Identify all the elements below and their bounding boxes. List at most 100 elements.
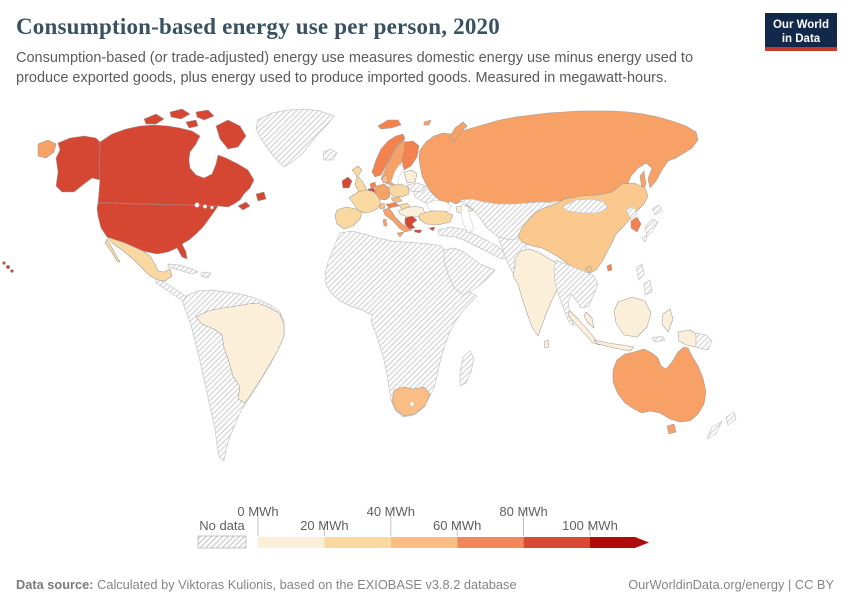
region-tasmania[interactable] bbox=[666, 423, 677, 435]
region-south-africa[interactable] bbox=[391, 386, 431, 417]
region-iceland[interactable] bbox=[322, 148, 338, 161]
chart-title: Consumption-based energy use per person,… bbox=[16, 14, 500, 39]
owid-logo[interactable]: Our World in Data bbox=[765, 13, 837, 51]
legend-tick-20: 20 MWh bbox=[300, 518, 348, 533]
region-france[interactable] bbox=[348, 189, 382, 214]
region-greece[interactable] bbox=[404, 215, 418, 230]
region-arabian-peninsula[interactable] bbox=[443, 247, 496, 296]
region-newfoundland[interactable] bbox=[255, 191, 267, 202]
region-czechia[interactable] bbox=[390, 196, 403, 204]
legend-bin-0-20[interactable] bbox=[258, 537, 325, 548]
region-arctic-island[interactable] bbox=[169, 108, 191, 120]
region-hawaii[interactable] bbox=[5, 264, 11, 270]
chart-header: Consumption-based energy use per person,… bbox=[16, 14, 756, 88]
region-sri-lanka[interactable] bbox=[543, 339, 550, 349]
region-novaya-zemlya[interactable] bbox=[448, 121, 468, 143]
region-sakhalin[interactable] bbox=[639, 170, 647, 191]
legend-tick-0: 0 MWh bbox=[237, 504, 278, 519]
region-hawaii[interactable] bbox=[2, 261, 6, 265]
region-finland[interactable] bbox=[401, 140, 420, 171]
region-cyprus[interactable] bbox=[428, 226, 436, 232]
region-spain-portugal[interactable] bbox=[334, 206, 363, 230]
region-madagascar[interactable] bbox=[459, 350, 475, 387]
caspian-sea bbox=[460, 203, 475, 234]
region-timor[interactable] bbox=[651, 335, 666, 343]
region-crete[interactable] bbox=[413, 229, 423, 234]
region-japan[interactable] bbox=[644, 218, 659, 237]
region-sardinia[interactable] bbox=[382, 218, 388, 227]
region-nova-scotia[interactable] bbox=[237, 201, 251, 211]
legend-tick-100: 100 MWh bbox=[562, 518, 618, 533]
data-source-label: Data source: bbox=[16, 577, 94, 592]
legend-bin-60-80[interactable] bbox=[457, 537, 524, 548]
region-baja-california[interactable] bbox=[104, 238, 121, 263]
legend-no-data-label: No data bbox=[199, 518, 245, 533]
region-greenland[interactable] bbox=[255, 108, 335, 168]
region-philippines[interactable] bbox=[643, 279, 653, 296]
region-denmark[interactable] bbox=[381, 174, 389, 184]
region-australia[interactable] bbox=[612, 346, 707, 423]
region-papua-new-guinea[interactable] bbox=[695, 332, 713, 351]
region-java[interactable] bbox=[593, 339, 635, 352]
region-china[interactable] bbox=[517, 182, 649, 275]
region-mongolia[interactable] bbox=[561, 198, 609, 214]
region-norway[interactable] bbox=[371, 133, 406, 178]
region-sicily[interactable] bbox=[396, 231, 405, 238]
region-sumatra[interactable] bbox=[567, 310, 601, 346]
region-japan[interactable] bbox=[641, 235, 648, 243]
region-new-zealand[interactable] bbox=[725, 411, 737, 426]
region-arctic-island[interactable] bbox=[185, 119, 199, 129]
data-source-text: Data source: Calculated by Viktoras Kuli… bbox=[16, 577, 517, 592]
region-austria[interactable] bbox=[385, 202, 400, 209]
region-switzerland[interactable] bbox=[378, 202, 386, 210]
region-philippines[interactable] bbox=[635, 263, 645, 281]
region-russia[interactable] bbox=[418, 110, 699, 207]
region-cuba[interactable] bbox=[167, 263, 199, 275]
legend-bin-100-plus[interactable] bbox=[590, 537, 649, 548]
region-netherlands[interactable] bbox=[369, 181, 377, 189]
region-poland[interactable] bbox=[387, 183, 410, 198]
region-baltic-states[interactable] bbox=[403, 169, 418, 184]
region-hainan[interactable] bbox=[585, 265, 593, 274]
region-south-korea[interactable] bbox=[630, 216, 642, 233]
region-japan[interactable] bbox=[651, 204, 663, 216]
region-mainland-southeast-asia[interactable] bbox=[553, 259, 599, 327]
region-africa[interactable] bbox=[324, 230, 478, 418]
region-borneo[interactable] bbox=[613, 296, 652, 338]
region-sulawesi[interactable] bbox=[661, 308, 674, 333]
region-turkey[interactable] bbox=[418, 210, 454, 226]
region-malaysia[interactable] bbox=[583, 311, 595, 329]
legend-tick-60: 60 MWh bbox=[433, 518, 481, 533]
region-arctic-island[interactable] bbox=[195, 109, 215, 121]
region-belarus[interactable] bbox=[406, 182, 427, 193]
legend-bin-80-100[interactable] bbox=[523, 537, 590, 548]
great-lakes bbox=[194, 202, 200, 208]
region-hispaniola[interactable] bbox=[200, 271, 212, 279]
region-brazil[interactable] bbox=[195, 302, 285, 404]
region-central-america[interactable] bbox=[155, 277, 187, 302]
region-baffin-island[interactable] bbox=[215, 119, 247, 150]
legend-no-data-swatch[interactable] bbox=[197, 535, 247, 549]
region-taiwan[interactable] bbox=[606, 263, 613, 272]
black-sea bbox=[425, 199, 453, 213]
region-arctic-island[interactable] bbox=[143, 113, 165, 125]
owid-logo-line1: Our World bbox=[772, 19, 829, 31]
legend-bin-40-60[interactable] bbox=[390, 537, 458, 548]
region-hawaii[interactable] bbox=[10, 269, 14, 273]
region-ireland[interactable] bbox=[341, 176, 353, 189]
region-united-states[interactable] bbox=[96, 202, 219, 260]
region-mexico[interactable] bbox=[106, 236, 173, 282]
region-west-papua[interactable] bbox=[677, 329, 697, 348]
legend-tick-40: 40 MWh bbox=[367, 504, 415, 519]
legend-bin-20-40[interactable] bbox=[324, 537, 391, 548]
region-germany[interactable] bbox=[374, 183, 391, 201]
region-north-korea[interactable] bbox=[625, 205, 638, 220]
legend-tick-80: 80 MWh bbox=[499, 504, 547, 519]
region-alaska[interactable] bbox=[55, 135, 101, 193]
owid-credit-link[interactable]: OurWorldinData.org/energy | CC BY bbox=[628, 577, 834, 592]
region-new-zealand[interactable] bbox=[706, 420, 723, 440]
region-svalbard[interactable] bbox=[377, 119, 402, 130]
region-franz-josef-land[interactable] bbox=[423, 119, 432, 126]
region-chukotka[interactable] bbox=[37, 139, 57, 159]
